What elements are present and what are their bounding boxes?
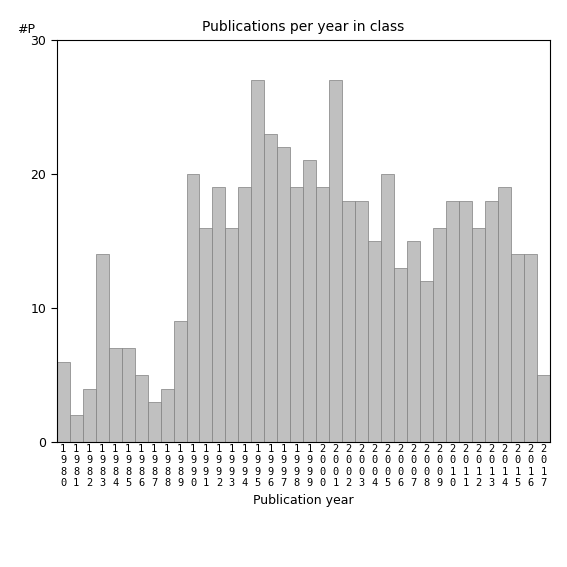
Title: Publications per year in class: Publications per year in class [202,20,404,35]
Bar [446,201,459,442]
Bar [459,201,472,442]
Bar [226,227,239,442]
Bar [174,321,187,442]
Bar [511,255,524,442]
Text: #P: #P [17,23,35,36]
Bar [121,348,134,442]
Bar [537,375,550,442]
Bar [290,187,303,442]
Bar [251,80,264,442]
Bar [160,388,174,442]
Bar [70,416,83,442]
Bar [134,375,147,442]
Bar [433,227,446,442]
Bar [200,227,213,442]
Bar [485,201,498,442]
Bar [57,362,70,442]
Bar [420,281,433,442]
Bar [264,134,277,442]
Bar [213,187,226,442]
Bar [109,348,121,442]
Bar [381,174,394,442]
Bar [187,174,200,442]
Bar [96,255,109,442]
Bar [498,187,511,442]
Bar [356,201,368,442]
Bar [303,160,316,442]
Bar [329,80,342,442]
Bar [277,147,290,442]
Bar [83,388,96,442]
Bar [342,201,356,442]
Bar [368,241,381,442]
Bar [472,227,485,442]
Bar [316,187,329,442]
Bar [524,255,537,442]
Bar [147,402,160,442]
Bar [407,241,420,442]
X-axis label: Publication year: Publication year [253,494,354,507]
Bar [239,187,251,442]
Bar [394,268,407,442]
